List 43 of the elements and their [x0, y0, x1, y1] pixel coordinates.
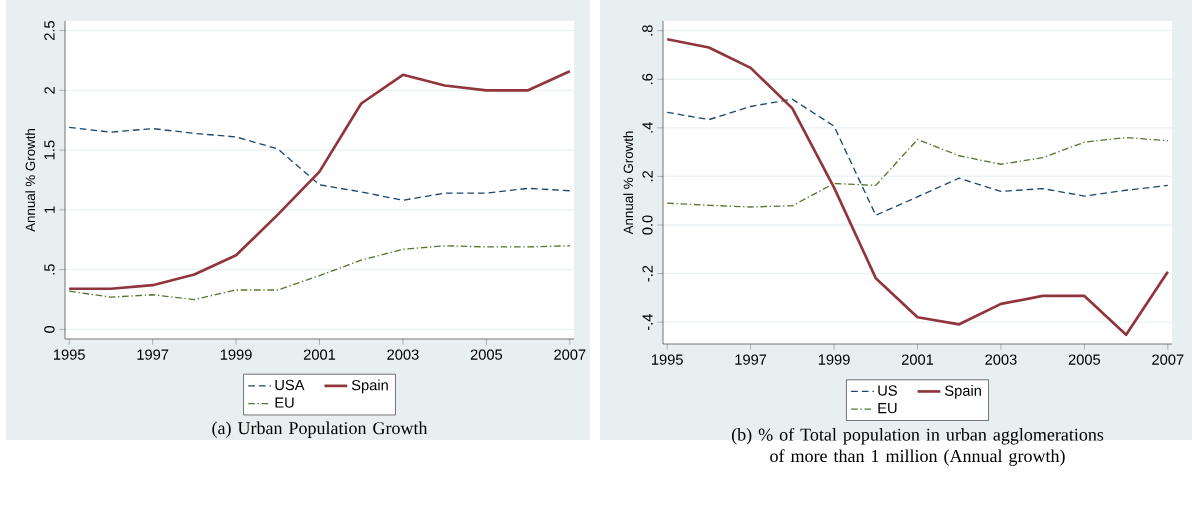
- x-tick-label: 1995: [651, 354, 683, 365]
- x-tick-label: 1997: [137, 349, 169, 360]
- y-tick-label: 2: [44, 86, 55, 94]
- text: (b) % of Total population in urban agglomerations of more than 1 million (Annual growth): [731, 427, 1104, 466]
- legend-label: USA: [275, 379, 305, 391]
- y-tick-label: 0: [44, 325, 55, 333]
- line-series: [666, 98, 1169, 216]
- y-tick-label: -.4: [642, 314, 653, 331]
- legend-label: US: [878, 385, 897, 396]
- y-tick-label: .8: [642, 25, 653, 36]
- x-tick-label: 2007: [1152, 354, 1184, 365]
- x-tick-label: 1995: [53, 349, 85, 360]
- y-tick-label: 1: [44, 206, 55, 213]
- y-tick-label: .6: [642, 73, 653, 85]
- x-tick-label: 2005: [1068, 354, 1101, 365]
- legend-label: Spain: [351, 379, 388, 394]
- legend-label: Spain: [945, 385, 981, 399]
- y-tick-label: .2: [642, 171, 653, 182]
- line-series: [67, 69, 572, 291]
- x-tick-label: 2001: [901, 354, 934, 365]
- line-series: [68, 245, 571, 301]
- legend-label: EU: [275, 397, 294, 408]
- x-tick-label: 2003: [985, 354, 1017, 365]
- x-tick-label: 2007: [554, 349, 586, 360]
- y-axis-title: Annual % Growth: [25, 129, 36, 232]
- text: (a) Urban Population Growth: [212, 421, 428, 438]
- y-tick-label: 1.5: [44, 140, 55, 160]
- y-tick-label: .4: [642, 122, 653, 133]
- line-series: [68, 126, 571, 201]
- line-series: [666, 136, 1169, 208]
- y-axis-title: Annual % Growth: [623, 131, 634, 235]
- x-tick-label: 1999: [220, 349, 252, 360]
- y-tick-label: -.2: [642, 265, 653, 282]
- line-series: [665, 37, 1170, 337]
- legend-label: EU: [878, 403, 897, 414]
- x-tick-label: 1997: [735, 354, 767, 365]
- x-tick-label: 2001: [303, 349, 336, 360]
- y-tick-label: 2.5: [44, 20, 55, 41]
- y-tick-label: .5: [44, 264, 55, 275]
- y-tick-label: 0.0: [642, 215, 653, 235]
- x-tick-label: 2005: [470, 349, 503, 360]
- x-tick-label: 2003: [387, 349, 419, 360]
- x-tick-label: 1999: [818, 354, 850, 365]
